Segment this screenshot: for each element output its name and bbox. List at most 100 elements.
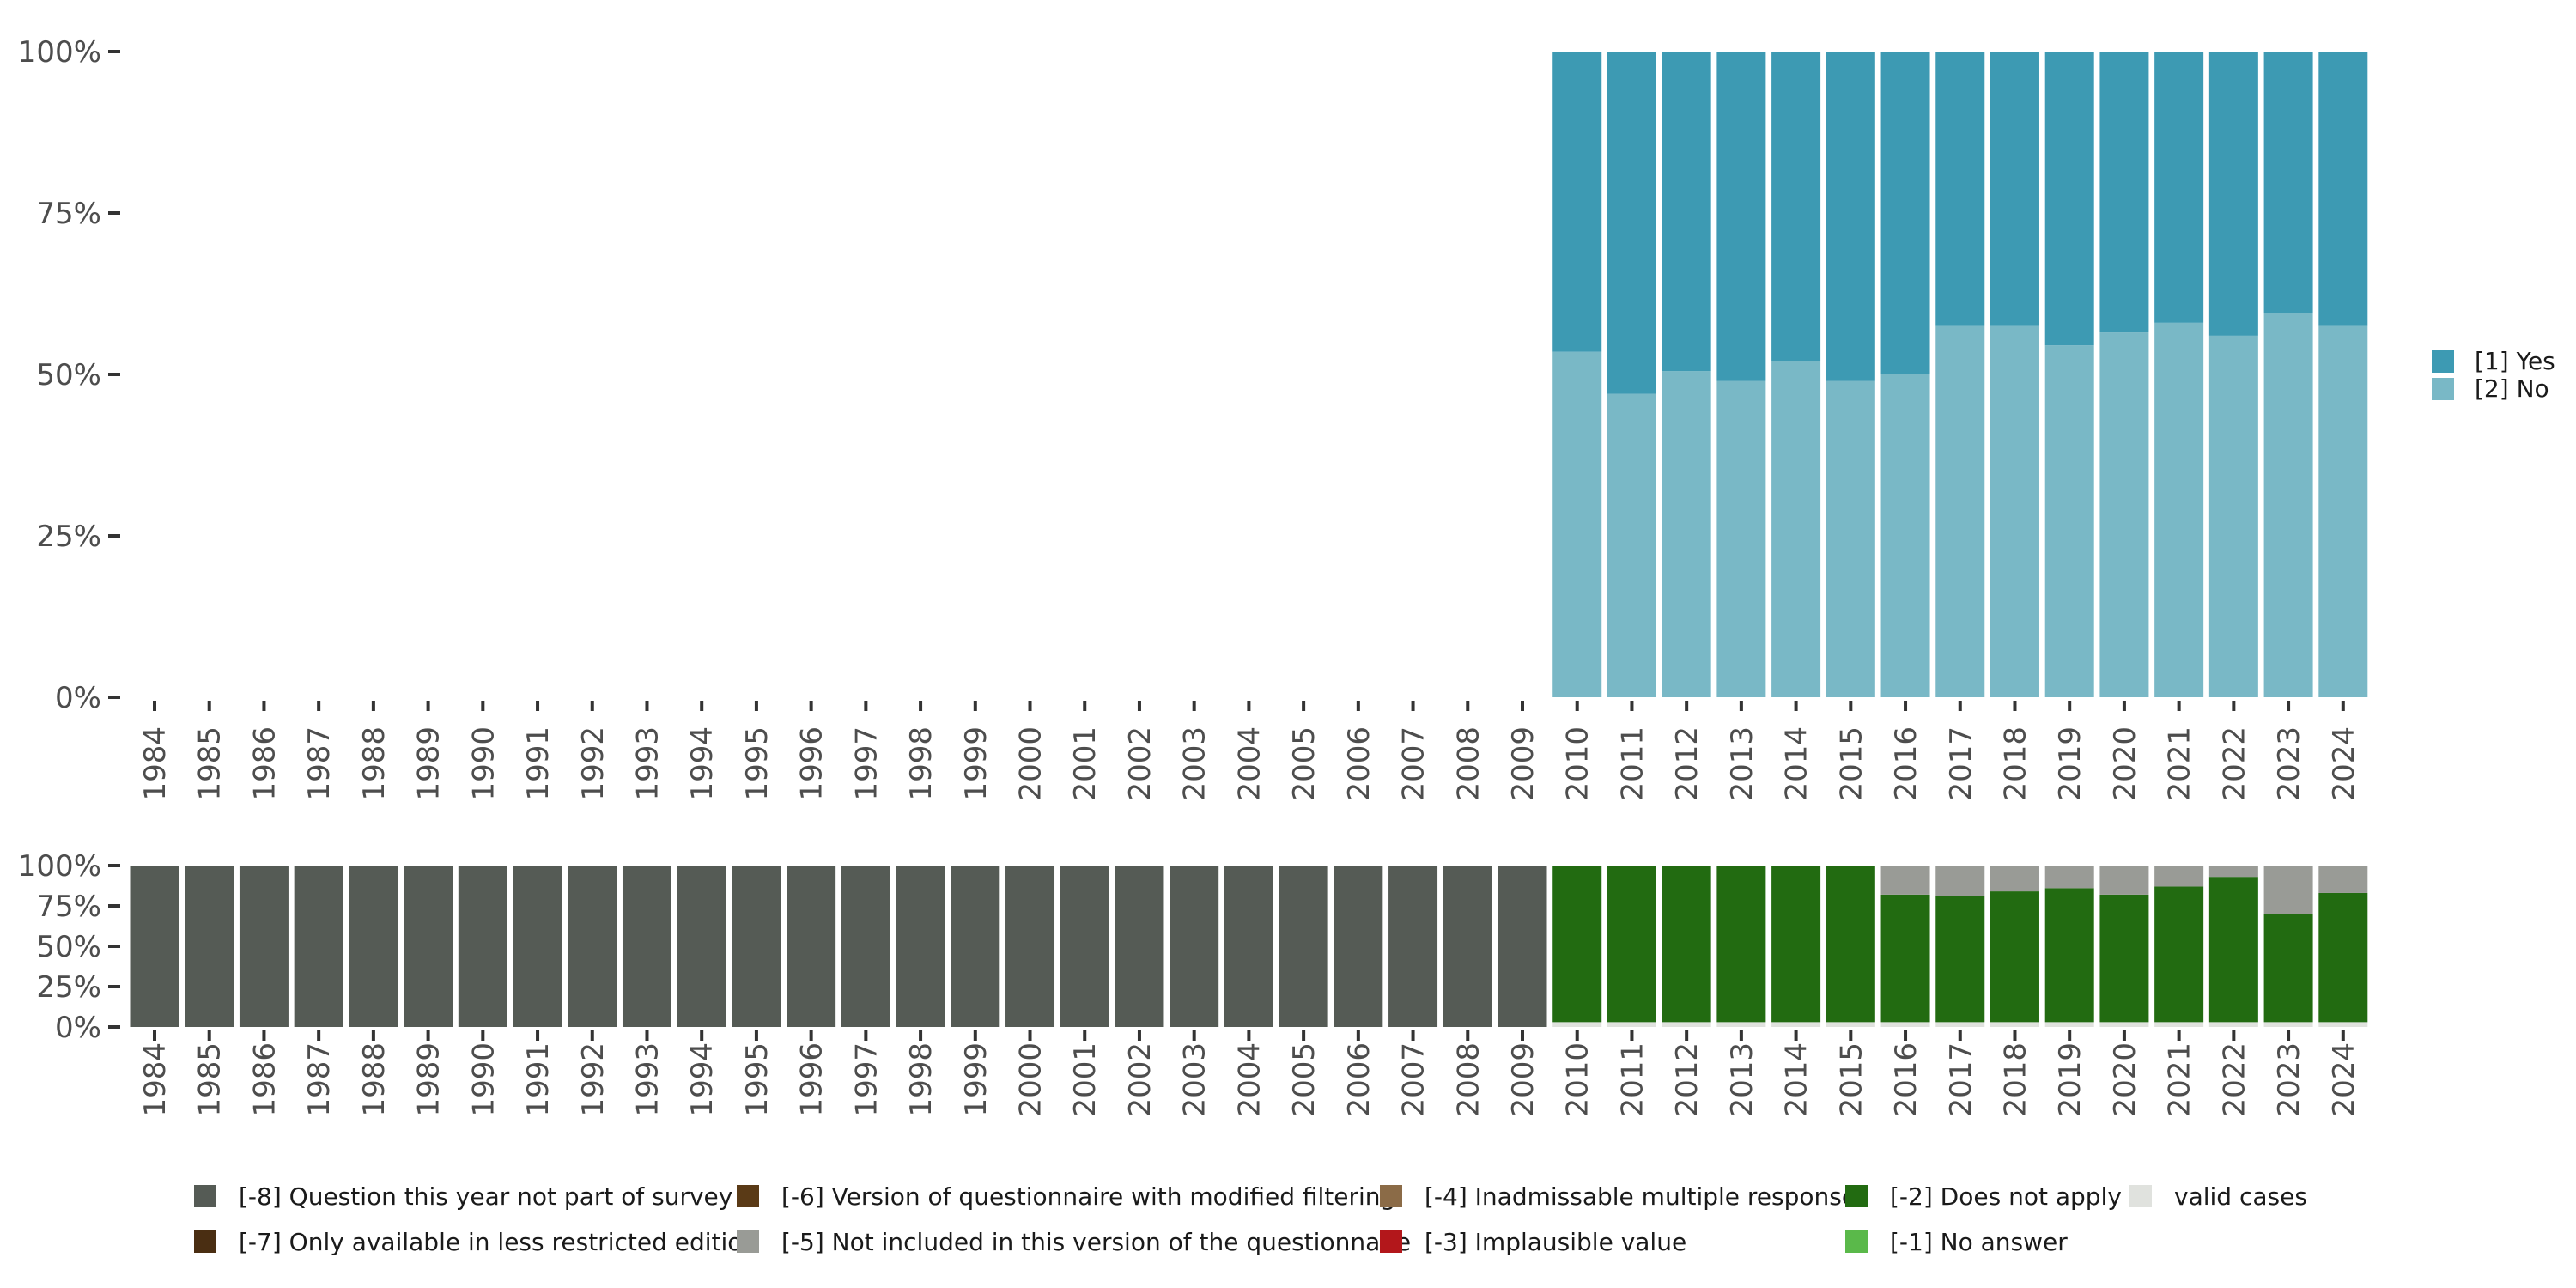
y-tick-label: 75% (36, 890, 101, 924)
x-tick-label: 2024 (2327, 1042, 2361, 1117)
legend-label: valid cases (2174, 1182, 2307, 1211)
bar-segment (1880, 1022, 1930, 1027)
legend-swatch (2432, 378, 2454, 400)
bar-segment (1224, 866, 1273, 1027)
x-tick-label: 1990 (466, 1042, 501, 1117)
x-tick-label: 1995 (740, 1042, 775, 1117)
legend-label: [2] No (2475, 374, 2549, 403)
x-tick-label: 1994 (685, 726, 720, 801)
legend-swatch (1845, 1230, 1868, 1253)
x-tick-label: 2020 (2108, 1042, 2142, 1117)
x-tick-label: 2010 (1561, 726, 1595, 801)
bar-segment (1990, 52, 2039, 326)
x-tick-label: 1995 (740, 726, 775, 801)
bar-segment (2318, 866, 2368, 893)
x-tick-label: 2014 (1780, 1042, 1814, 1117)
x-tick-label: 2003 (1178, 1042, 1212, 1117)
y-tick-label: 0% (55, 1011, 101, 1045)
bar-segment (239, 866, 289, 1027)
x-tick-label: 2005 (1287, 726, 1321, 801)
x-tick-label: 2007 (1397, 726, 1431, 801)
x-tick-label: 2016 (1889, 726, 1923, 801)
legend-swatch (737, 1185, 759, 1207)
x-tick-label: 1997 (849, 726, 884, 801)
y-tick-label: 75% (36, 197, 101, 231)
bar-segment (1607, 1022, 1656, 1027)
bar-segment (1826, 52, 1875, 381)
bar-segment (622, 866, 671, 1027)
legend-swatch (1845, 1185, 1868, 1207)
x-tick-label: 2004 (1232, 726, 1267, 801)
top-chart: 0% 25% 50% 75% 100% 1984 1985 1986 1987 1988 1989 1… (18, 35, 2368, 801)
bar-segment (2154, 866, 2204, 887)
legend-label: [-4] Inadmissable multiple response (1425, 1182, 1856, 1211)
bar-segment (841, 866, 890, 1027)
x-tick-label: 1992 (576, 1042, 611, 1117)
x-tick-label: 1996 (795, 1042, 829, 1117)
x-tick-label: 2013 (1725, 1042, 1759, 1117)
bar-segment (896, 866, 945, 1027)
x-tick-label: 2011 (1615, 726, 1649, 801)
bar-segment (1552, 1022, 1602, 1027)
bar-segment (1771, 361, 1821, 697)
legend-swatch (1380, 1185, 1402, 1207)
legend-swatch (194, 1230, 216, 1253)
legend-label: [-3] Implausible value (1425, 1228, 1686, 1256)
x-tick-label: 2009 (1506, 726, 1540, 801)
x-tick-label: 1998 (904, 1042, 939, 1117)
x-tick-label: 1988 (357, 726, 392, 801)
x-tick-label: 1991 (521, 726, 556, 801)
x-tick-label: 2021 (2163, 726, 2197, 801)
bar-segment (1935, 1022, 1985, 1027)
bar-segment (458, 866, 507, 1027)
x-tick-label: 2023 (2272, 726, 2306, 801)
bar-segment (1826, 866, 1875, 1023)
y-tick-label: 100% (18, 849, 101, 884)
legend-swatch (737, 1230, 759, 1253)
x-tick-label: 1986 (247, 726, 282, 801)
bar-segment (1662, 1022, 1711, 1027)
bar-segment (2154, 52, 2204, 323)
x-tick-label: 2012 (1670, 726, 1704, 801)
x-tick-label: 1990 (466, 726, 501, 801)
x-tick-label: 2000 (1014, 1042, 1048, 1117)
x-tick-label: 1998 (904, 726, 939, 801)
x-tick-label: 1989 (412, 1042, 447, 1117)
y-tick-label: 25% (36, 519, 101, 554)
bar-segment (1443, 866, 1492, 1027)
x-tick-label: 2012 (1670, 1042, 1704, 1117)
x-tick-label: 1996 (795, 726, 829, 801)
bar-segment (2044, 888, 2094, 1023)
bar-segment (1552, 52, 1602, 352)
legend-label: [-8] Question this year not part of surv… (239, 1182, 732, 1211)
bar-segment (1880, 894, 1930, 1023)
x-tick-label: 2019 (2053, 1042, 2087, 1117)
bar-segment (1880, 52, 1930, 374)
legend-swatch (2129, 1185, 2152, 1207)
bar-segment (1826, 1022, 1875, 1027)
bar-segment (1771, 52, 1821, 361)
x-tick-label: 2010 (1561, 1042, 1595, 1117)
x-tick-label: 2007 (1397, 1042, 1431, 1117)
bar-segment (2044, 52, 2094, 346)
legend-label: [-7] Only available in less restricted e… (239, 1228, 757, 1256)
legend-label: [-6] Version of questionnaire with modif… (781, 1182, 1395, 1211)
bar-segment (2154, 1022, 2204, 1027)
bar-segment (951, 866, 1000, 1027)
bar-segment (2099, 866, 2149, 895)
x-tick-label: 2002 (1123, 1042, 1157, 1117)
bar-segment (1662, 371, 1711, 697)
x-tick-label: 2015 (1834, 1042, 1868, 1117)
bar-segment (404, 866, 453, 1027)
x-tick-label: 1988 (357, 1042, 392, 1117)
bar-segment (2099, 894, 2149, 1023)
x-tick-label: 2019 (2053, 726, 2087, 801)
x-tick-label: 2017 (1944, 726, 1978, 801)
bar-segment (1279, 866, 1328, 1027)
bar-segment (677, 866, 726, 1027)
x-tick-label: 2001 (1068, 1042, 1103, 1117)
x-tick-label: 1994 (685, 1042, 720, 1117)
bar-segment (1170, 866, 1219, 1027)
y-tick-label: 0% (55, 681, 101, 715)
bar-segment (294, 866, 343, 1027)
